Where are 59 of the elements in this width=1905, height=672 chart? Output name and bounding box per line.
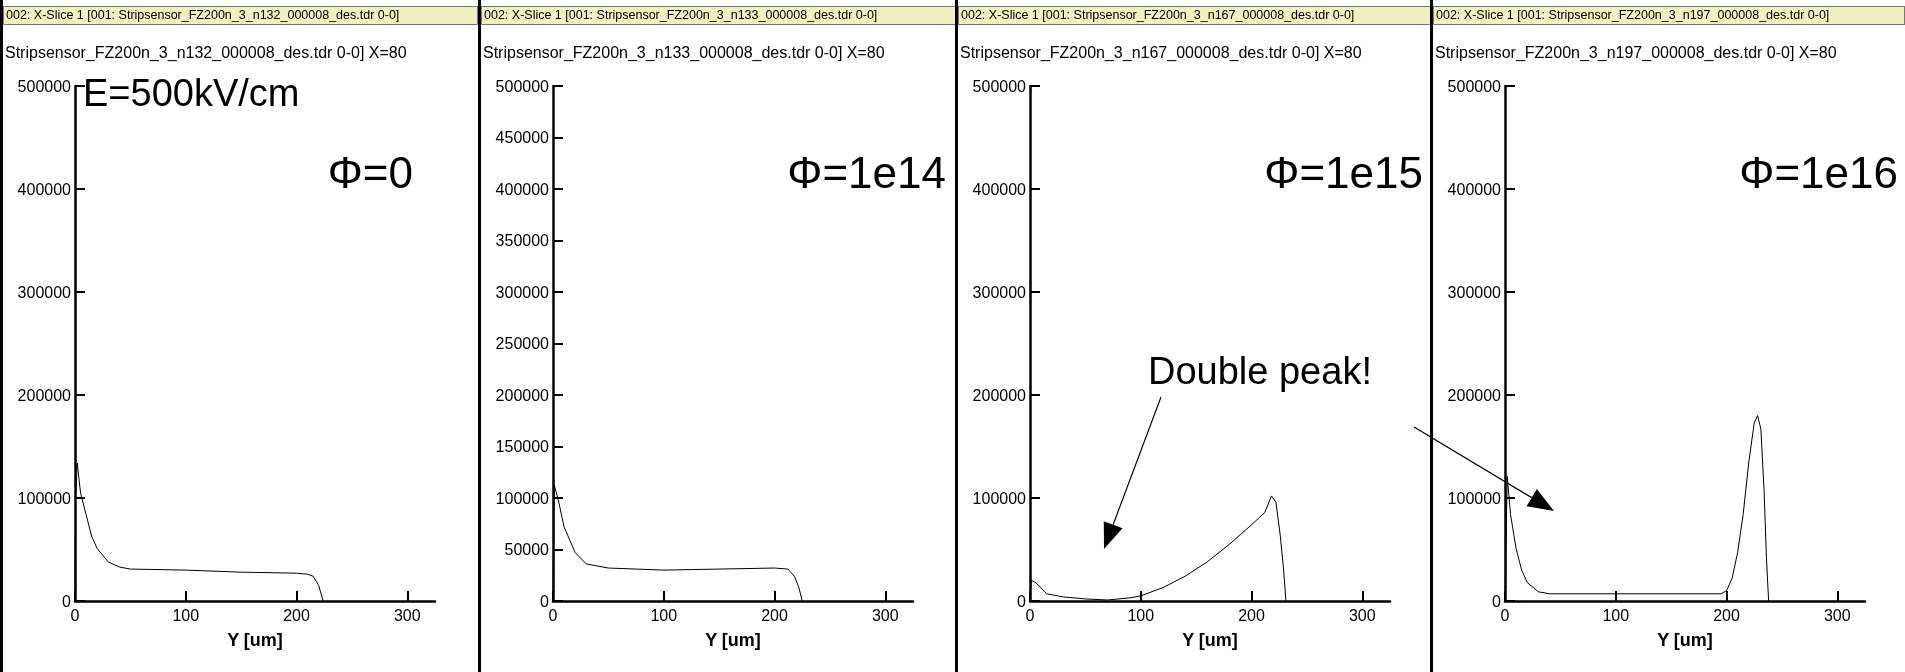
y-tick-label: 100000 [495, 489, 550, 507]
x-tick-label: 200 [1238, 606, 1265, 624]
annotation: Φ=1e15 [1264, 147, 1423, 197]
x-tick-label: 200 [283, 606, 310, 624]
y-tick-label: 0 [1492, 592, 1502, 610]
chart-title: 002: X-Slice 1 [001: Stripsensor_FZ200n_3_n133_000008_des.tdr 0-0] [481, 6, 956, 25]
y-tick-label: 500000 [972, 77, 1027, 95]
y-tick-label: 300000 [972, 283, 1027, 301]
chart-title: 002: X-Slice 1 [001: Stripsensor_FZ200n_3_n197_000008_des.tdr 0-0] [1433, 6, 1905, 25]
y-tick-label: 200000 [17, 386, 72, 404]
y-tick-label: 200000 [972, 386, 1027, 404]
y-tick-label: 200000 [495, 386, 550, 404]
x-axis-title: Y [um] [1182, 630, 1238, 650]
y-tick-label: 0 [62, 592, 72, 610]
y-tick-label: 500000 [1447, 77, 1502, 95]
y-tick-label: 100000 [972, 489, 1027, 507]
y-tick-label: 100000 [17, 489, 72, 507]
chart-subtitle: Stripsensor_FZ200n_3_n133_000008_des.tdr 0-0] X=80 [483, 44, 885, 62]
annotation: Double peak! [1148, 350, 1372, 392]
y-tick-label: 0 [1017, 592, 1027, 610]
y-tick-label: 500000 [495, 77, 550, 95]
x-tick-label: 200 [1713, 606, 1740, 624]
y-tick-label: 400000 [17, 180, 72, 198]
x-tick-label: 100 [650, 606, 678, 624]
chart-subtitle: Stripsensor_FZ200n_3_n132_000008_des.tdr 0-0] X=80 [5, 44, 407, 62]
x-axis-title: Y [um] [227, 630, 283, 650]
x-tick-label: 100 [1602, 606, 1630, 624]
x-axis-title: Y [um] [705, 630, 761, 650]
x-tick-label: 300 [393, 606, 421, 624]
chart-subtitle: Stripsensor_FZ200n_3_n197_000008_des.tdr 0-0] X=80 [1435, 44, 1837, 62]
x-tick-label: 300 [1823, 606, 1851, 624]
chart-title: 002: X-Slice 1 [001: Stripsensor_FZ200n_3_n167_000008_des.tdr 0-0] [958, 6, 1433, 25]
chart-subtitle: Stripsensor_FZ200n_3_n167_000008_des.tdr 0-0] X=80 [960, 44, 1362, 62]
y-tick-label: 200000 [1447, 386, 1502, 404]
y-tick-label: 450000 [495, 129, 550, 146]
x-tick-label: 200 [761, 606, 788, 624]
annotation: Φ=1e16 [1739, 147, 1898, 197]
chart-title: 002: X-Slice 1 [001: Stripsensor_FZ200n_3_n132_000008_des.tdr 0-0] [3, 6, 478, 25]
x-tick-label: 100 [172, 606, 200, 624]
x-axis-title: Y [um] [1657, 630, 1713, 650]
x-tick-label: 300 [871, 606, 899, 624]
y-tick-label: 100000 [1447, 489, 1502, 507]
y-tick-label: 300000 [495, 283, 550, 301]
y-tick-label: 300000 [17, 283, 72, 301]
annotation: Φ=1e14 [787, 147, 946, 197]
x-tick-label: 100 [1127, 606, 1155, 624]
annotation: E=500kV/cm [83, 72, 300, 114]
y-tick-label: 400000 [495, 180, 550, 198]
y-tick-label: 400000 [1447, 180, 1502, 198]
y-tick-label: 500000 [17, 77, 72, 95]
y-tick-label: 350000 [495, 232, 550, 249]
y-tick-label: 300000 [1447, 283, 1502, 301]
x-tick-label: 300 [1348, 606, 1376, 624]
y-tick-label: 250000 [495, 335, 550, 352]
y-tick-label: 50000 [504, 541, 550, 558]
y-tick-label: 150000 [495, 438, 550, 455]
annotation: Φ=0 [327, 147, 413, 197]
y-tick-label: 400000 [972, 180, 1027, 198]
y-tick-label: 0 [540, 592, 550, 610]
